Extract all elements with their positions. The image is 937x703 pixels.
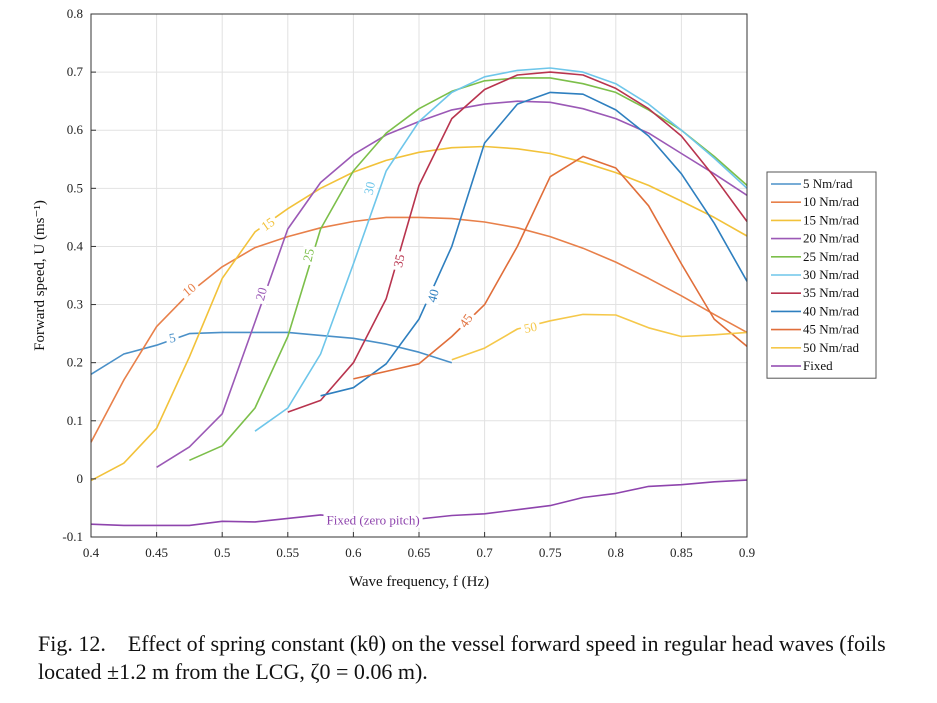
y-axis-title: Forward speed, U (ms⁻¹) bbox=[32, 200, 48, 351]
series-line-10-nm-rad bbox=[90, 216, 748, 443]
figure-caption: Fig. 12. Effect of spring constant (kθ) … bbox=[38, 631, 886, 684]
x-tick-label: 0.9 bbox=[739, 545, 755, 560]
series-line-35-nm-rad bbox=[287, 71, 748, 413]
legend-entry-label: 5 Nm/rad bbox=[803, 176, 853, 191]
inline-label-background bbox=[177, 278, 202, 302]
series-line-30-nm-rad bbox=[254, 67, 748, 432]
inline-series-labels: 5 10 15 20 25 30 35 40 45 50 Fixed (zero pitch) bbox=[164, 177, 542, 528]
x-tick-label: 0.55 bbox=[276, 545, 299, 560]
inline-series-label: 25 bbox=[300, 247, 317, 263]
inline-label-background bbox=[252, 283, 271, 306]
inline-label-group: 45 bbox=[455, 309, 478, 333]
y-axis-ticks: -0.1 0 0.1 0.2 0.3 0.4 0.5 0.6 0.7 0.8 bbox=[62, 6, 96, 544]
series-line-5-nm-rad bbox=[90, 331, 453, 375]
series-line-20-nm-rad bbox=[156, 100, 748, 468]
inline-label-background bbox=[256, 213, 280, 236]
y-tick-label: 0.3 bbox=[67, 297, 83, 312]
inline-label-background bbox=[299, 244, 318, 266]
legend-entry-label: Fixed bbox=[803, 358, 833, 373]
y-tick-label: 0.2 bbox=[67, 355, 83, 370]
x-axis-title: Wave frequency, f (Hz) bbox=[349, 574, 489, 590]
series-lines bbox=[90, 67, 748, 527]
x-tick-label: 0.75 bbox=[539, 545, 562, 560]
legend-entry-label: 45 Nm/rad bbox=[803, 322, 859, 337]
inline-label-group: 20 bbox=[252, 283, 271, 306]
legend: 5 Nm/rad 10 Nm/rad 15 Nm/rad 20 Nm/rad 25 Nm… bbox=[766, 171, 877, 379]
y-tick-label: 0.1 bbox=[67, 413, 83, 428]
series-line-40-nm-rad bbox=[320, 91, 748, 397]
legend-entry-label: 20 Nm/rad bbox=[803, 231, 859, 246]
inline-label-group: 30 bbox=[360, 177, 379, 200]
legend-entry-label: 25 Nm/rad bbox=[803, 249, 859, 264]
series-line-50-nm-rad bbox=[451, 313, 748, 361]
y-tick-label: 0.6 bbox=[67, 122, 84, 137]
inline-label-group: 40 bbox=[424, 284, 443, 307]
inline-label-background bbox=[424, 284, 443, 307]
legend-entry-label: 40 Nm/rad bbox=[803, 303, 859, 318]
inline-series-label: 50 bbox=[522, 319, 538, 336]
inline-series-label: 35 bbox=[390, 253, 407, 269]
inline-label-group: 50 bbox=[519, 318, 542, 337]
inline-label-background bbox=[360, 177, 379, 200]
legend-entry-label: 30 Nm/rad bbox=[803, 267, 859, 282]
series-line-15-nm-rad bbox=[90, 145, 748, 482]
grid-lines bbox=[90, 13, 748, 538]
inline-label-background bbox=[519, 318, 542, 337]
forward-speed-chart: 5 10 15 20 25 30 35 40 45 50 Fixed (zero pitch) 0.… bbox=[32, 6, 877, 590]
x-tick-label: 0.4 bbox=[83, 545, 100, 560]
x-tick-label: 0.85 bbox=[670, 545, 693, 560]
inline-label-background bbox=[323, 513, 423, 528]
inline-series-label: 10 bbox=[179, 280, 199, 300]
y-tick-label: -0.1 bbox=[62, 529, 83, 544]
y-tick-label: 0 bbox=[77, 471, 84, 486]
legend-entry-label: 15 Nm/rad bbox=[803, 212, 859, 227]
x-tick-label: 0.5 bbox=[214, 545, 230, 560]
inline-series-label: 40 bbox=[424, 287, 442, 303]
inline-label-background bbox=[164, 330, 180, 347]
x-tick-label: 0.6 bbox=[345, 545, 362, 560]
y-tick-label: 0.7 bbox=[67, 64, 84, 79]
x-tick-label: 0.8 bbox=[608, 545, 624, 560]
inline-label-group: Fixed (zero pitch) bbox=[323, 513, 423, 528]
y-tick-label: 0.4 bbox=[67, 238, 84, 253]
legend-entry-label: 50 Nm/rad bbox=[803, 340, 859, 355]
inline-label-group: 25 bbox=[299, 244, 318, 266]
x-tick-label: 0.7 bbox=[476, 545, 493, 560]
y-tick-label: 0.5 bbox=[67, 180, 83, 195]
x-tick-label: 0.65 bbox=[408, 545, 431, 560]
inline-label-background bbox=[455, 309, 478, 333]
legend-entry-label: 10 Nm/rad bbox=[803, 194, 859, 209]
inline-label-group: 15 bbox=[256, 213, 280, 236]
series-line-45-nm-rad bbox=[353, 155, 748, 380]
x-axis-ticks: 0.4 0.45 0.5 0.55 0.6 0.65 0.7 0.75 0.8 0.85 0.9 bbox=[83, 532, 755, 560]
inline-series-label: 20 bbox=[252, 286, 270, 302]
legend-entry-label: 35 Nm/rad bbox=[803, 285, 859, 300]
inline-label-group: 35 bbox=[390, 250, 409, 272]
y-tick-label: 0.8 bbox=[67, 6, 83, 21]
inline-label-background bbox=[390, 250, 409, 272]
inline-series-label: 30 bbox=[361, 180, 378, 196]
inline-label-group: 5 bbox=[164, 330, 180, 347]
x-tick-label: 0.45 bbox=[145, 545, 168, 560]
inline-label-group: 10 bbox=[177, 278, 202, 302]
inline-series-label: Fixed (zero pitch) bbox=[327, 513, 420, 528]
inline-series-label: 5 bbox=[168, 330, 177, 346]
